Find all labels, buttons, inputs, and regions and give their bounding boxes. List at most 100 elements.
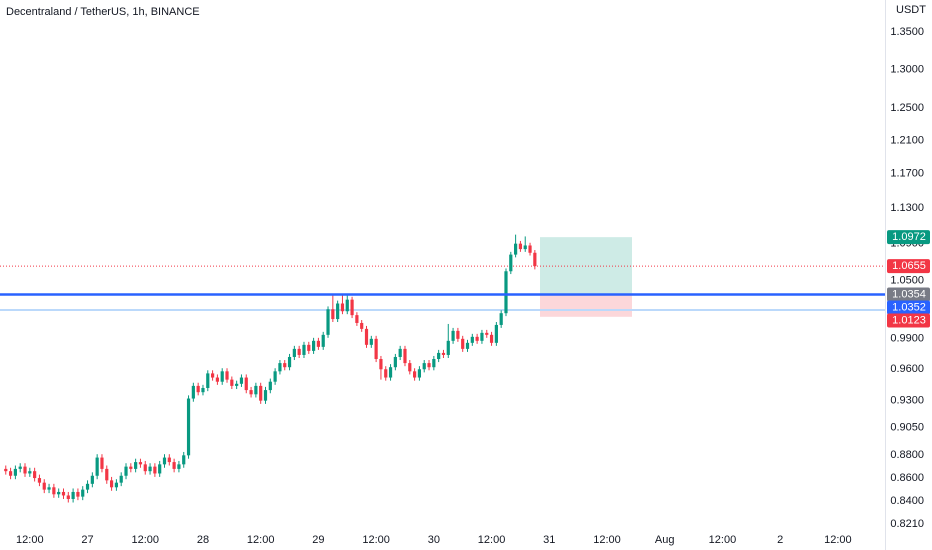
candle-body	[18, 466, 22, 469]
x-tick-label: 12:00	[593, 534, 621, 546]
x-tick-label: 12:00	[16, 534, 44, 546]
candle-body	[119, 475, 123, 483]
candle-body	[47, 487, 51, 490]
y-tick-label: 1.1700	[890, 168, 924, 180]
candle-body	[249, 390, 253, 395]
candle-body	[13, 468, 17, 476]
candle-body	[57, 491, 61, 495]
candle-body	[186, 398, 191, 456]
candle-body	[235, 383, 239, 386]
x-tick-label: 12:00	[131, 534, 159, 546]
candle-body	[523, 245, 527, 250]
candle-body	[230, 379, 234, 386]
x-tick-label: 30	[428, 534, 440, 546]
y-tick-label: 0.9900	[890, 333, 924, 345]
candle-body	[465, 342, 470, 349]
candle-body	[441, 352, 446, 355]
y-tick-label: 1.3500	[890, 26, 924, 38]
candle-body	[369, 338, 373, 345]
candle-body	[215, 377, 220, 382]
candle-body	[191, 385, 195, 399]
candle-body	[311, 340, 316, 351]
axis-unit: USDT	[896, 4, 926, 16]
candle-body	[283, 363, 287, 368]
candle-body	[518, 243, 523, 250]
price-label-bg	[887, 287, 930, 302]
candle-body	[388, 367, 393, 378]
candle-body	[28, 471, 32, 474]
candle-body	[61, 491, 66, 496]
y-tick-label: 0.9050	[890, 422, 924, 434]
candle-body	[177, 464, 181, 469]
candle-body	[321, 334, 325, 347]
price-label: 1.0352	[892, 301, 926, 313]
candle-body	[297, 348, 301, 355]
candle-body	[268, 381, 272, 391]
candle-body	[509, 254, 513, 272]
candle-body	[422, 363, 426, 370]
candle-body	[23, 466, 27, 474]
x-tick-label: 12:00	[824, 534, 852, 546]
x-tick-label: Aug	[655, 534, 675, 546]
candle-body	[437, 352, 441, 360]
y-tick-label: 0.9300	[890, 395, 924, 407]
candle-body	[461, 338, 465, 349]
candle-body	[316, 340, 321, 347]
x-tick-label: 12:00	[478, 534, 506, 546]
candle-body	[307, 344, 311, 351]
candle-body	[158, 464, 162, 474]
y-tick-label: 0.9600	[890, 363, 924, 375]
x-tick-label: 29	[312, 534, 324, 546]
candle-body	[528, 245, 532, 253]
candle-body	[451, 330, 455, 341]
candle-body	[42, 482, 46, 490]
price-label: 1.0972	[892, 231, 926, 243]
candle-body	[85, 483, 90, 490]
x-tick-label: 2	[777, 534, 783, 546]
candle-body	[220, 371, 224, 382]
candle-body	[254, 385, 258, 395]
price-label-bg	[887, 259, 930, 274]
candle-body	[201, 387, 205, 393]
y-tick-label: 1.2500	[890, 102, 924, 114]
candle-body	[413, 371, 417, 378]
candle-body	[100, 457, 104, 469]
candle-body	[244, 377, 248, 391]
candle-body	[148, 466, 152, 472]
candle-body	[71, 491, 75, 499]
candle-body	[302, 344, 306, 355]
candle-body	[225, 371, 229, 380]
price-label: 1.0655	[892, 260, 926, 272]
price-label: 1.0354	[892, 288, 926, 300]
candle-body	[206, 373, 210, 388]
y-tick-label: 1.3000	[890, 63, 924, 75]
candle-body	[533, 252, 537, 267]
candle-body	[287, 356, 292, 368]
x-tick-label: 28	[197, 534, 209, 546]
y-tick-label: 0.8800	[890, 449, 924, 461]
y-tick-label: 1.0500	[890, 275, 924, 287]
candle-body	[504, 271, 508, 314]
candle-body	[485, 332, 489, 335]
candle-body	[384, 369, 388, 378]
candle-body	[408, 363, 412, 372]
candle-body	[446, 340, 450, 355]
candle-body	[456, 330, 460, 339]
candle-body	[494, 324, 498, 343]
candle-body	[95, 457, 99, 476]
candle-body	[360, 322, 364, 329]
candle-body	[345, 299, 349, 312]
candle-body	[114, 482, 118, 488]
candle-body	[292, 348, 296, 357]
y-tick-label: 0.8400	[890, 495, 924, 507]
candle-body	[143, 464, 147, 472]
y-tick-label: 1.2100	[890, 134, 924, 146]
candle-body	[81, 489, 85, 497]
candle-body	[398, 348, 402, 357]
candle-body	[355, 315, 359, 323]
candle-body	[138, 462, 143, 465]
x-tick-label: 12:00	[247, 534, 275, 546]
y-tick-label: 0.8600	[890, 472, 924, 484]
candle-body	[514, 243, 518, 255]
